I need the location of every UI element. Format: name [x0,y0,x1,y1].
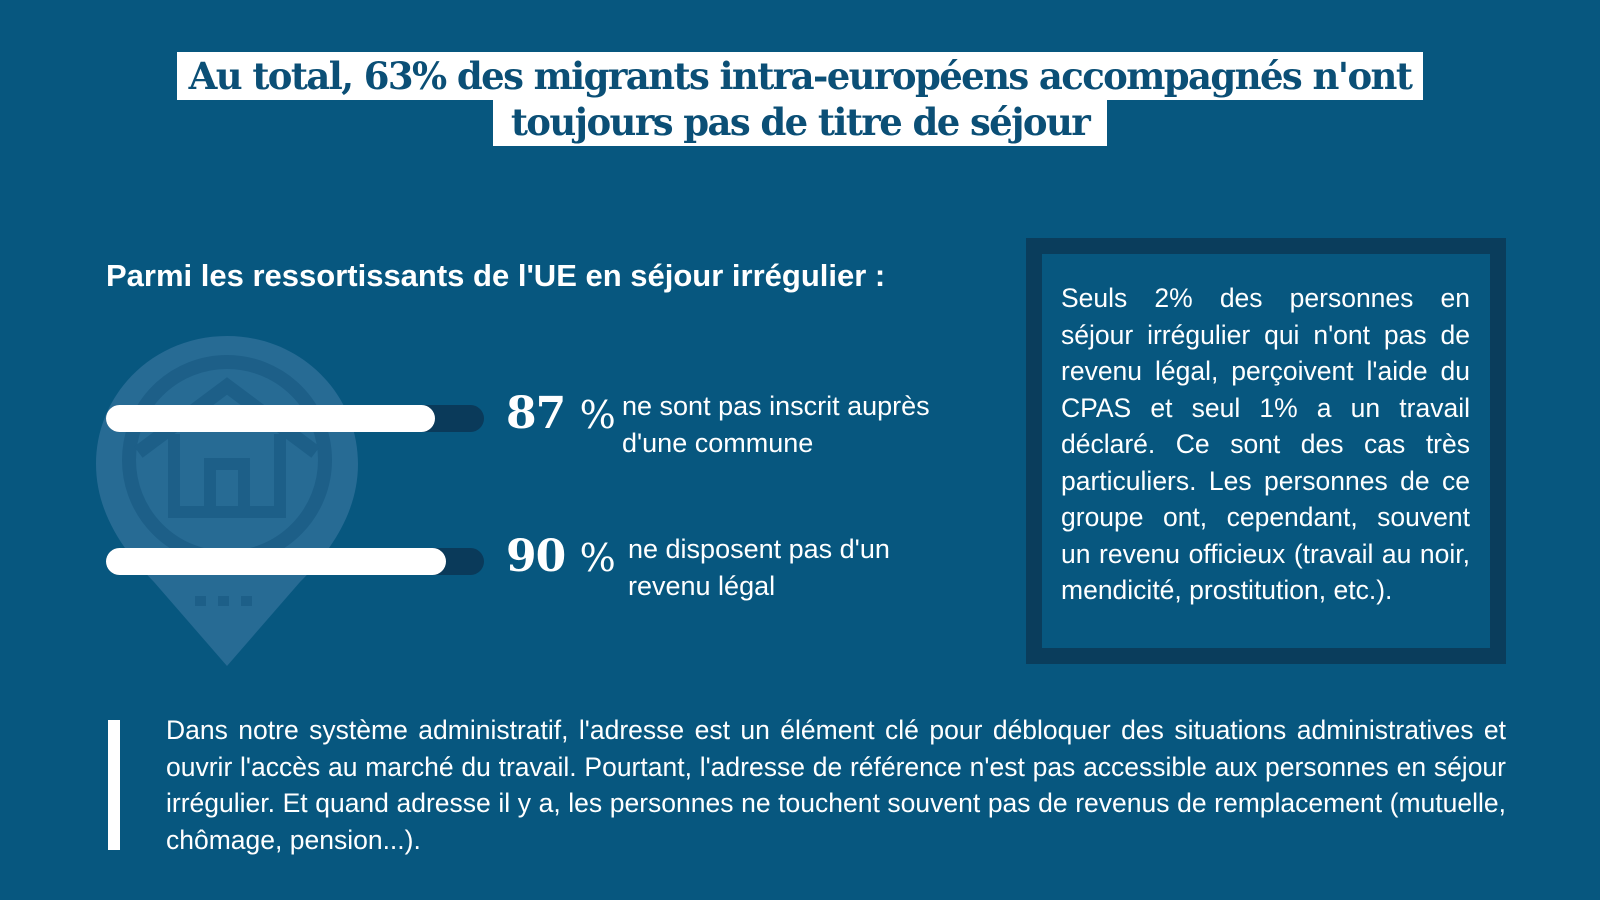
stat-2-bar-track [106,548,484,575]
stat-1-value: 87 [506,388,566,439]
info-box-inner: Seuls 2% des personnes en séjour irrégul… [1042,254,1490,648]
stat-2-bar-fill [106,548,447,575]
stat-1-line-2: d'une commune [622,428,814,458]
stat-1-description: ne sont pas inscrit auprès d'une commune [622,388,982,462]
quote-bar [108,720,120,850]
stat-2-description: ne disposent pas d'un revenu légal [628,531,988,605]
stat-1-bar-fill [106,405,435,432]
page-title: Au total, 63% des migrants intra-europée… [0,52,1600,146]
stat-1-bar-track [106,405,484,432]
stat-2-percentage: 90 % [506,531,616,582]
stat-2-line-1: ne disposent pas d'un [628,534,890,564]
stat-1-line-1: ne sont pas inscrit auprès [622,391,930,421]
section-subtitle: Parmi les ressortissants de l'UE en séjo… [106,258,886,293]
stat-1-percentage: 87 % [506,388,616,439]
footer-paragraph: Dans notre système administratif, l'adre… [166,715,1506,855]
stat-1-unit: % [579,393,616,437]
stat-2-line-2: revenu légal [628,571,776,601]
title-line-1: Au total, 63% des migrants intra-europée… [176,52,1424,100]
house-location-pin-icon [96,336,358,666]
stat-2-value: 90 [506,531,566,582]
info-box-text: Seuls 2% des personnes en séjour irrégul… [1061,283,1470,605]
title-line-2: toujours pas de titre de séjour [492,100,1108,146]
info-box: Seuls 2% des personnes en séjour irrégul… [1026,238,1506,664]
stat-2-unit: % [579,536,616,580]
